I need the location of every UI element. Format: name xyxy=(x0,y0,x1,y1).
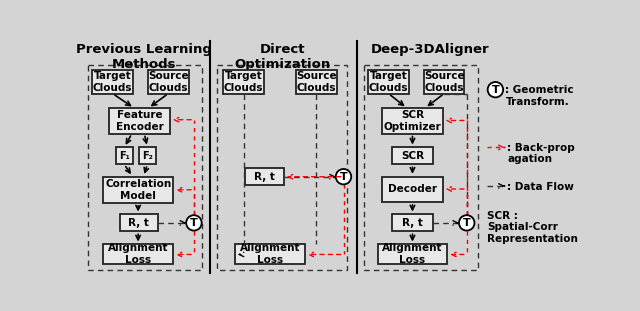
Text: Deep-3DAligner: Deep-3DAligner xyxy=(371,44,490,57)
FancyBboxPatch shape xyxy=(109,108,170,133)
Text: Source
Clouds: Source Clouds xyxy=(424,71,465,93)
FancyBboxPatch shape xyxy=(235,244,305,264)
FancyBboxPatch shape xyxy=(245,168,284,185)
Text: Feature
Encoder: Feature Encoder xyxy=(116,110,164,132)
FancyBboxPatch shape xyxy=(368,70,408,94)
Text: SCR :
Spatial-Corr
Representation: SCR : Spatial-Corr Representation xyxy=(487,211,578,244)
Text: Previous Learning
Methods: Previous Learning Methods xyxy=(76,44,211,72)
Text: Target
Clouds: Target Clouds xyxy=(224,71,263,93)
FancyBboxPatch shape xyxy=(148,70,189,94)
Text: : Back-prop
agation: : Back-prop agation xyxy=(507,143,575,165)
Text: Target
Clouds: Target Clouds xyxy=(369,71,408,93)
FancyBboxPatch shape xyxy=(392,147,433,165)
Text: R, t: R, t xyxy=(402,218,423,228)
FancyBboxPatch shape xyxy=(223,70,264,94)
FancyBboxPatch shape xyxy=(392,214,433,231)
Text: : Data Flow: : Data Flow xyxy=(507,182,574,192)
Text: T: T xyxy=(463,218,470,228)
Text: T: T xyxy=(340,172,348,182)
Text: Source
Clouds: Source Clouds xyxy=(148,71,189,93)
FancyBboxPatch shape xyxy=(120,214,157,231)
Text: T: T xyxy=(492,85,499,95)
FancyBboxPatch shape xyxy=(116,147,132,165)
Text: Direct
Optimization: Direct Optimization xyxy=(234,44,330,72)
FancyBboxPatch shape xyxy=(424,70,465,94)
Text: Source
Clouds: Source Clouds xyxy=(296,71,337,93)
FancyBboxPatch shape xyxy=(92,70,132,94)
Text: F₁: F₁ xyxy=(119,151,130,161)
Circle shape xyxy=(336,169,351,184)
Text: : Geometric
Transform.: : Geometric Transform. xyxy=(506,85,574,107)
FancyBboxPatch shape xyxy=(382,177,443,202)
Circle shape xyxy=(488,82,503,97)
Text: F₂: F₂ xyxy=(142,151,153,161)
Text: SCR: SCR xyxy=(401,151,424,161)
Circle shape xyxy=(459,215,474,230)
Text: Alignment
Loss: Alignment Loss xyxy=(239,243,300,265)
FancyBboxPatch shape xyxy=(103,177,173,203)
FancyBboxPatch shape xyxy=(296,70,337,94)
FancyBboxPatch shape xyxy=(378,244,447,264)
FancyBboxPatch shape xyxy=(103,244,173,264)
Text: R, t: R, t xyxy=(129,218,149,228)
Text: T: T xyxy=(190,218,198,228)
FancyBboxPatch shape xyxy=(139,147,156,165)
FancyBboxPatch shape xyxy=(382,108,443,133)
Text: Decoder: Decoder xyxy=(388,184,437,194)
Text: SCR
Optimizer: SCR Optimizer xyxy=(383,110,442,132)
Text: Correlation
Model: Correlation Model xyxy=(105,179,172,201)
Text: Alignment
Loss: Alignment Loss xyxy=(108,243,168,265)
Text: Target
Clouds: Target Clouds xyxy=(93,71,132,93)
Circle shape xyxy=(186,215,202,230)
Text: R, t: R, t xyxy=(254,172,275,182)
Text: Alignment
Loss: Alignment Loss xyxy=(382,243,443,265)
